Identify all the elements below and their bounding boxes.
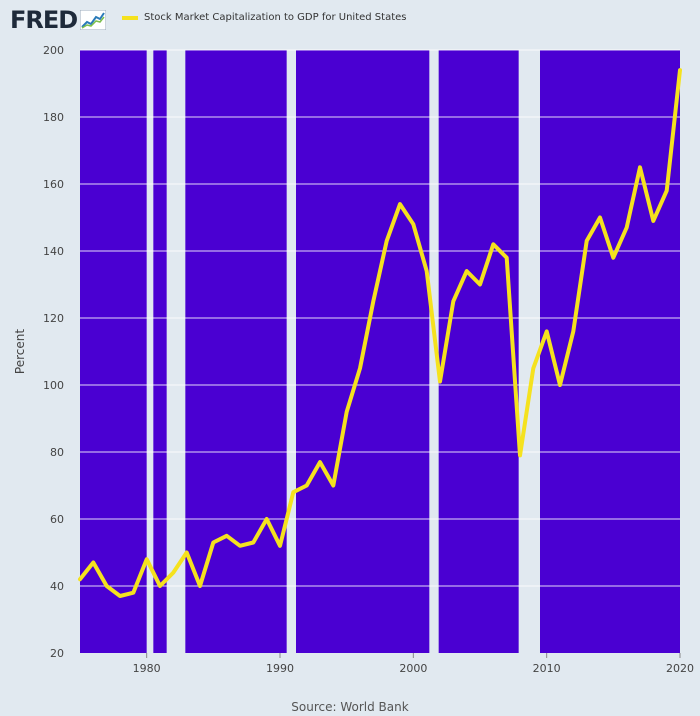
fred-logo: FRED: [10, 6, 107, 34]
legend-swatch: [122, 15, 138, 20]
y-tick-label: 120: [43, 312, 64, 325]
chart-source: Source: World Bank: [291, 700, 409, 714]
recession-band: [518, 50, 540, 653]
series-line: [78, 68, 682, 598]
y-tick-label: 160: [43, 178, 64, 191]
y-tick-label: 180: [43, 111, 64, 124]
x-tick-label: 2000: [399, 662, 427, 675]
x-tick-label: 1980: [133, 662, 161, 675]
chart-trend-icon: [80, 10, 107, 30]
y-tick-label: 200: [43, 44, 64, 57]
legend-label: Stock Market Capitalization to GDP for U…: [144, 12, 407, 23]
logo-text: FRED: [10, 6, 78, 34]
y-tick-label: 20: [50, 647, 64, 660]
recession-band: [146, 50, 154, 653]
y-tick-label: 60: [50, 513, 64, 526]
y-tick-label: 140: [43, 245, 64, 258]
recession-band: [286, 50, 296, 653]
y-axis-label: Percent: [13, 329, 27, 374]
chart-legend: Stock Market Capitalization to GDP for U…: [122, 12, 406, 23]
y-tick-label: 100: [43, 379, 64, 392]
recession-band: [429, 50, 439, 653]
y-tick-label: 80: [50, 446, 64, 459]
x-tick-label: 2010: [533, 662, 561, 675]
y-tick-label: 40: [50, 580, 64, 593]
x-tick-label: 1990: [266, 662, 294, 675]
x-tick-label: 2020: [666, 662, 694, 675]
recession-band: [166, 50, 186, 653]
